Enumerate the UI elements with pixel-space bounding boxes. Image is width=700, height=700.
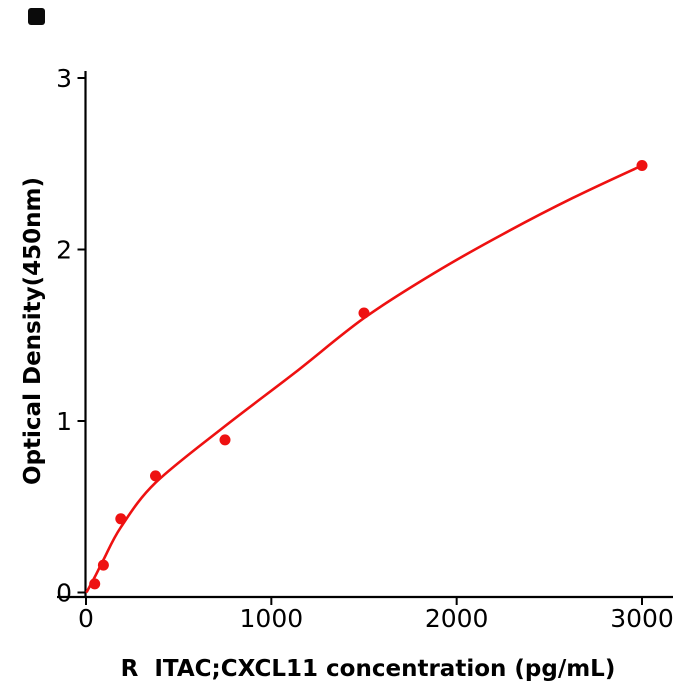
y-tick-label: 3 [56,64,72,93]
x-axis-title: R ITAC;CXCL11 concentration (pg/mL) [121,656,616,682]
y-axis-title: Optical Density(450nm) [20,177,46,485]
x-tick-label: 1000 [240,604,304,633]
data-point [358,307,370,319]
fitted-curve-line [85,164,644,593]
data-point [97,559,109,571]
x-tick-label: 3000 [610,604,674,633]
x-tick-label: 2000 [425,604,489,633]
data-point [219,434,231,446]
y-tick-label: 2 [56,236,72,265]
data-point [150,470,161,482]
plot-area: 0 1000 2000 3000 0 1 2 3 [56,64,674,633]
y-tick-label: 0 [56,579,72,608]
data-point [115,513,127,525]
data-point [636,160,648,171]
y-tick-label: 1 [56,407,72,436]
x-tick-label: 0 [78,604,94,633]
data-point [89,578,101,590]
corner-mark [28,8,45,25]
